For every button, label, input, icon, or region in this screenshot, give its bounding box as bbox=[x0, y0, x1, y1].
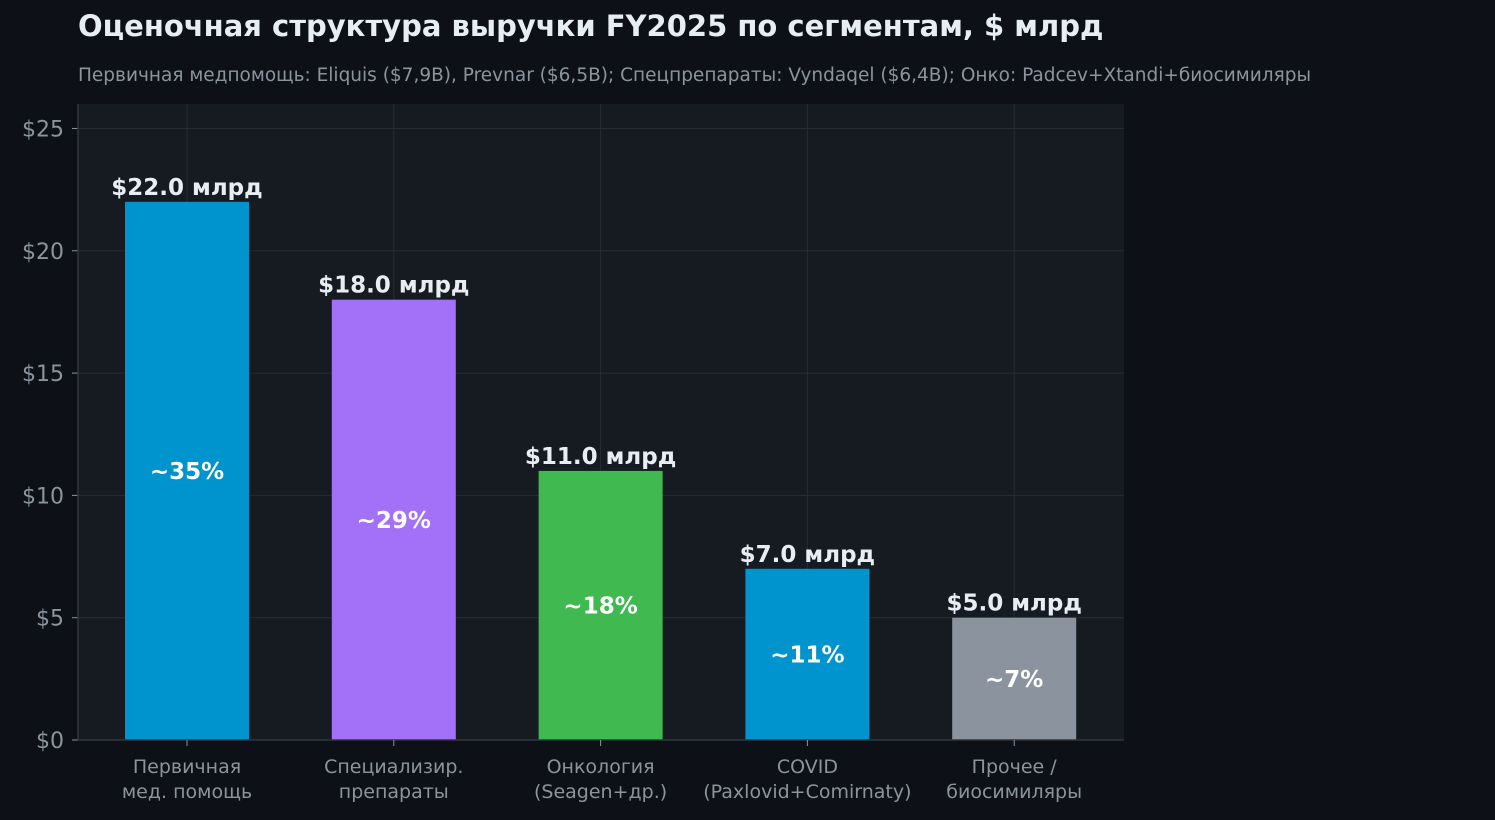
x-tick-label-line: биосимиляры bbox=[946, 781, 1082, 803]
bar bbox=[538, 470, 663, 740]
share-label: ~29% bbox=[357, 508, 431, 534]
x-tick-label: Первичная мед. помощь bbox=[122, 756, 252, 803]
y-tick-label: $10 bbox=[22, 484, 64, 509]
chart-subtitle: Первичная медпомощь: Eliquis ($7,9B), Pr… bbox=[78, 65, 1312, 86]
x-tick-label: Онкология (Seagen+др.) bbox=[534, 756, 667, 803]
bar bbox=[952, 617, 1077, 740]
x-tick-label-line: (Seagen+др.) bbox=[534, 781, 667, 803]
share-label: ~7% bbox=[985, 667, 1043, 693]
bar bbox=[125, 201, 249, 740]
value-label: $11.0 млрд bbox=[525, 444, 676, 470]
x-tick-label: COVID (Paxlovid+Comirnaty) bbox=[703, 756, 911, 803]
x-tick-label-line: (Paxlovid+Comirnaty) bbox=[703, 781, 911, 803]
x-tick-label-line: Прочее / bbox=[972, 756, 1058, 778]
value-label: $18.0 млрд bbox=[318, 273, 469, 299]
share-label: ~11% bbox=[770, 642, 844, 668]
y-tick-label: $5 bbox=[36, 607, 64, 632]
bar bbox=[745, 568, 870, 740]
x-tick-label: Прочее / биосимиляры bbox=[946, 756, 1082, 803]
x-tick-label-line: Специализир. bbox=[324, 756, 463, 778]
x-tick-label-line: COVID bbox=[777, 756, 838, 778]
share-label: ~35% bbox=[150, 459, 224, 485]
x-tick-label-line: Онкология bbox=[547, 756, 655, 778]
x-tick-label-line: Первичная bbox=[133, 756, 241, 778]
share-label: ~18% bbox=[563, 593, 637, 619]
y-tick-label: $25 bbox=[22, 117, 64, 142]
value-label: $22.0 млрд bbox=[111, 175, 262, 201]
data-labels: $22.0 млрд ~35% $18.0 млрд ~29% $11.0 млрд ~1… bbox=[111, 175, 1082, 693]
bar bbox=[331, 299, 456, 740]
value-label: $7.0 млрд bbox=[740, 542, 875, 568]
value-label: $5.0 млрд bbox=[946, 591, 1081, 617]
y-tick-label: $0 bbox=[36, 729, 64, 754]
x-tick-label-line: препараты bbox=[339, 781, 449, 803]
bars bbox=[125, 201, 1077, 740]
axes: $0 $5 $10 $15 $20 $25 Первичная мед. помощь Спец… bbox=[22, 104, 1124, 803]
y-tick-label: $15 bbox=[22, 362, 64, 387]
x-tick-label: Специализир. препараты bbox=[324, 756, 463, 803]
y-tick-label: $20 bbox=[22, 240, 64, 265]
chart-title: Оценочная структура выручки FY2025 по се… bbox=[78, 9, 1104, 43]
x-tick-label-line: мед. помощь bbox=[122, 781, 252, 803]
